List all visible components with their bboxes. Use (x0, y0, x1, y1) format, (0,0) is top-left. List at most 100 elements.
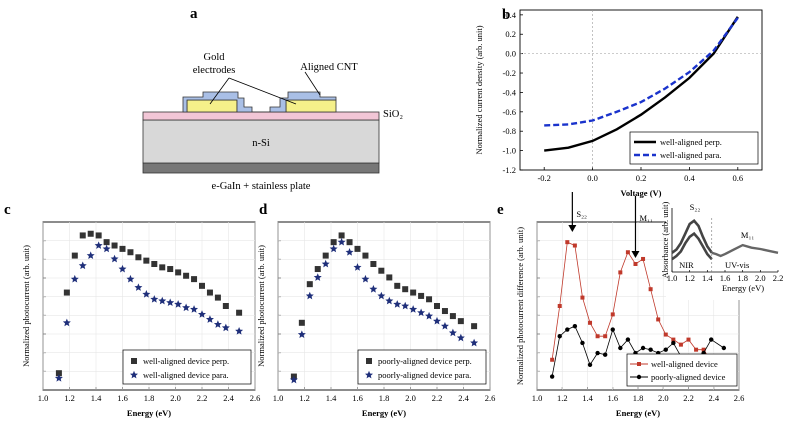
nsi-label: n-Si (252, 138, 270, 149)
gold-label-2: electrodes (193, 65, 236, 76)
data-point-square (701, 347, 706, 352)
data-point-star (182, 303, 191, 312)
data-point-star (321, 259, 330, 268)
panel-b-label: b (502, 7, 510, 23)
x-tick-label: 2.0 (405, 393, 416, 403)
data-point-star (409, 305, 418, 313)
x-tick-label: 1.8 (633, 393, 644, 403)
data-point-star (174, 300, 183, 308)
series-line-1 (544, 16, 739, 152)
data-point-square (338, 232, 345, 239)
data-point-star (205, 315, 214, 323)
y-axis-label: Normalized photocurrent (arb. unit) (21, 245, 31, 367)
x-axis-label: Energy (eV) (127, 408, 171, 418)
series-line-2 (544, 17, 739, 127)
panel-d-chart: d 1.0 1.2 1.4 1.6 1.8 2.0 2.2 2.4 2.6 Energy (eV) N… (256, 202, 495, 418)
data-point-square (595, 334, 600, 339)
data-point-circle (625, 337, 631, 342)
data-point-square (457, 318, 464, 325)
data-point-square (87, 230, 94, 237)
data-point-square (694, 347, 699, 352)
legend-entry: well-aligned device perp. (143, 356, 229, 366)
legend-star-marker (365, 370, 373, 379)
data-point-square (346, 239, 353, 246)
x-axis-label: Energy (eV) (362, 408, 406, 418)
data-point-star (158, 296, 167, 305)
x-tick-label: 0.4 (684, 173, 695, 183)
nsi-substrate (142, 119, 380, 164)
gain-plate (142, 162, 380, 174)
y-axis-label: Normalized photocurrent (arb. unit) (256, 245, 266, 367)
y-tick-label: -0.4 (503, 87, 517, 97)
x-tick-label: 2.0 (170, 393, 181, 403)
data-point-square (641, 256, 646, 261)
data-point-square (410, 289, 417, 296)
x-tick-label: 2.4 (708, 393, 719, 403)
data-point-star (297, 330, 306, 338)
data-point-square (151, 261, 158, 267)
data-point-square (471, 323, 478, 330)
data-point-square (111, 242, 118, 249)
data-point-square (671, 337, 676, 342)
data-point-star (289, 375, 298, 384)
x-tick-label: 1.2 (64, 393, 75, 403)
data-point-square (663, 332, 668, 337)
data-point-square (71, 252, 78, 259)
x-tick-label: 1.6 (607, 393, 618, 403)
gold-leader-line (209, 77, 230, 105)
data-point-star (456, 333, 465, 342)
data-point-square (394, 282, 401, 289)
data-point-square (565, 240, 570, 245)
data-point-square (378, 267, 385, 274)
x-tick-label: 0.0 (587, 173, 598, 183)
data-point-square (55, 370, 62, 377)
data-point-star (150, 295, 159, 303)
inset-region-nir: NIR (679, 260, 694, 270)
x-tick-label: 2.0 (658, 393, 669, 403)
legend-box (626, 353, 738, 387)
inset-region-uvvis: UV-vis (725, 260, 749, 270)
panel-a: a Gold electrodes Aligned CNT SiO₂ n-Si … (142, 6, 403, 192)
legend-entry: well-aligned para. (660, 150, 721, 160)
data-point-square (648, 287, 653, 292)
data-point-square (175, 269, 182, 276)
data-point-circle (565, 327, 570, 332)
data-point-star (440, 321, 449, 330)
data-point-circle (648, 347, 653, 352)
x-tick-label: 1.0 (38, 393, 49, 403)
x-tick-label: 0.2 (636, 173, 647, 183)
data-point-star (198, 310, 206, 318)
gold-electrode-right (285, 99, 337, 113)
data-point-square (306, 281, 313, 288)
inset-series-line-1 (671, 219, 713, 254)
data-point-square (354, 245, 361, 252)
data-point-square (362, 252, 369, 259)
data-point-star (353, 263, 362, 271)
data-point-circle (572, 323, 578, 329)
sio2-label: SiO₂ (383, 109, 403, 120)
data-point-star (401, 301, 410, 310)
inset-x-tick-label: 1.6 (720, 273, 731, 283)
data-point-star (94, 241, 103, 249)
data-point-star (213, 320, 222, 328)
y-tick-label: 0.0 (505, 49, 516, 59)
data-point-circle (709, 337, 714, 342)
data-point-square (603, 334, 608, 339)
sio2-layer (142, 111, 380, 121)
annotation-arrowhead (631, 251, 640, 258)
data-point-square (678, 342, 683, 347)
data-point-star (345, 248, 354, 256)
inset-x-tick-label: 2.0 (755, 273, 766, 283)
data-point-square (610, 312, 615, 317)
annotation-label: S₂₂ (576, 209, 587, 219)
data-point-star (86, 251, 95, 259)
data-point-star (102, 244, 111, 253)
inset-x-tick-label: 1.0 (667, 273, 678, 283)
data-point-circle (549, 374, 555, 379)
gold-leader-line-2 (228, 77, 297, 105)
x-tick-label: 1.4 (582, 393, 593, 403)
data-point-circle (595, 350, 600, 356)
annotation-label: M₁₁ (639, 213, 653, 223)
panel-e-label: e (497, 202, 504, 218)
legend-entry: poorly-aligned device perp. (378, 356, 472, 366)
